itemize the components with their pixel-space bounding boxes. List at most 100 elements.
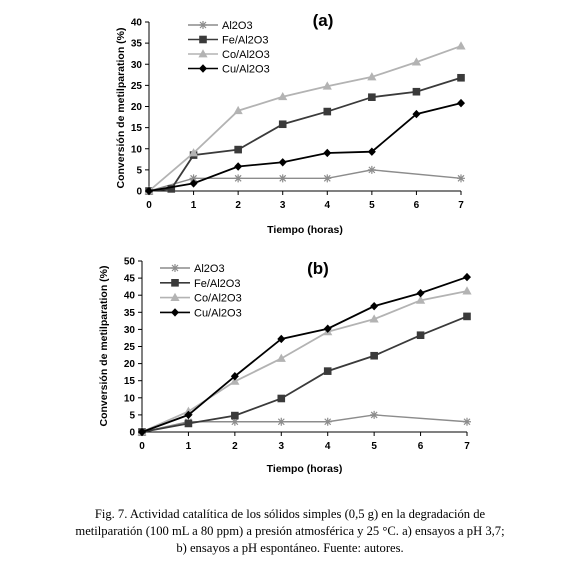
legend: Al2O3 Fe/Al2O3 Co/Al2O3 Cu/Al2O3 xyxy=(160,263,242,319)
series-line xyxy=(141,276,468,433)
figure-caption: Fig. 7. Actividad catalítica de los sóli… xyxy=(0,506,580,557)
series-fe-al2o3 xyxy=(138,312,471,436)
data-point xyxy=(412,87,421,96)
data-point xyxy=(457,73,465,82)
series-cu-al2o3 xyxy=(145,98,465,196)
x-tick-label: 2 xyxy=(235,200,241,211)
y-tick-label: 10 xyxy=(124,393,136,404)
data-point xyxy=(416,288,425,298)
x-tick-label: 1 xyxy=(186,441,192,452)
data-point xyxy=(370,410,379,419)
x-tick-label: 7 xyxy=(464,441,470,452)
y-tick-label: 45 xyxy=(124,274,136,285)
series-line xyxy=(141,290,468,433)
data-point xyxy=(189,179,198,188)
x-axis-label: Tiempo (horas) xyxy=(267,224,343,236)
legend-entry: Fe/Al2O3 xyxy=(222,35,268,47)
data-point xyxy=(189,174,198,183)
data-point xyxy=(233,105,243,115)
x-tick-label: 3 xyxy=(280,200,286,211)
series-co-al2o3 xyxy=(137,286,472,436)
x-tick-label: 3 xyxy=(279,441,285,452)
x-tick-label: 4 xyxy=(325,200,331,211)
data-point xyxy=(188,148,199,157)
data-point xyxy=(277,417,286,426)
y-tick-label: 5 xyxy=(129,410,135,421)
data-point xyxy=(322,81,332,90)
data-point xyxy=(370,301,379,311)
data-point xyxy=(231,411,239,420)
x-tick-label: 6 xyxy=(418,441,424,452)
series-line xyxy=(141,315,468,433)
legend-marker xyxy=(199,64,207,73)
x-tick-label: 6 xyxy=(414,200,420,211)
legend-entry: Al2O3 xyxy=(194,263,225,275)
data-point xyxy=(369,314,379,323)
x-tick-label: 7 xyxy=(458,200,464,211)
data-point xyxy=(277,334,286,344)
data-point xyxy=(167,185,176,193)
x-tick-label: 1 xyxy=(191,200,197,211)
chart-a: 0 5 10 15 20 25 30 35 40 0 1 2 3 4 5 6 7 Tiempo (horas) Co… xyxy=(115,11,466,236)
data-point xyxy=(457,174,465,183)
y-tick-label: 30 xyxy=(124,325,136,336)
data-point xyxy=(277,394,286,403)
data-point xyxy=(278,120,287,129)
legend-entry: Co/Al2O3 xyxy=(194,293,242,305)
data-point xyxy=(367,165,376,174)
x-axis-label: Tiempo (horas) xyxy=(267,463,343,475)
legend-entry: Co/Al2O3 xyxy=(222,49,270,61)
y-tick-label: 15 xyxy=(131,123,143,134)
y-tick-label: 40 xyxy=(131,18,143,29)
data-point xyxy=(370,351,378,360)
legend-entry: Cu/Al2O3 xyxy=(194,307,242,319)
y-axis-label: Conversión de metilparation (%) xyxy=(115,27,127,188)
x-tick-label: 5 xyxy=(369,200,375,211)
y-tick-label: 40 xyxy=(124,291,136,302)
y-tick-label: 15 xyxy=(124,376,136,387)
data-point xyxy=(462,286,472,295)
y-tick-label: 25 xyxy=(131,81,143,92)
data-point xyxy=(234,145,242,154)
data-point xyxy=(230,376,240,385)
data-point xyxy=(415,295,426,304)
data-point xyxy=(367,147,376,156)
data-point xyxy=(456,41,466,50)
data-point xyxy=(463,312,471,321)
legend-entry: Al2O3 xyxy=(222,20,253,32)
data-point xyxy=(457,98,465,108)
y-tick-label: 30 xyxy=(131,60,143,71)
panel-label: (a) xyxy=(313,11,334,30)
y-tick-label: 0 xyxy=(129,428,135,439)
data-point xyxy=(234,162,243,171)
legend-marker xyxy=(171,264,179,272)
x-tick-label: 4 xyxy=(325,441,331,452)
y-tick-label: 35 xyxy=(131,39,143,50)
data-point xyxy=(323,367,332,375)
data-point xyxy=(278,91,288,101)
data-point xyxy=(323,174,332,183)
legend-marker xyxy=(199,21,207,29)
data-point xyxy=(323,107,332,116)
legend-marker xyxy=(170,292,180,301)
caption-line-3: b) ensayos a pH espontáneo. Fuente: auto… xyxy=(176,541,404,555)
y-tick-label: 20 xyxy=(131,102,143,113)
y-tick-label: 25 xyxy=(124,342,136,353)
y-tick-label: 10 xyxy=(131,144,143,155)
caption-line-2: metilparatión (100 mL a 80 ppm) a presió… xyxy=(75,524,505,538)
data-point xyxy=(278,174,287,183)
x-tick-label: 2 xyxy=(232,441,238,452)
data-point xyxy=(230,417,239,426)
data-point xyxy=(323,148,332,158)
legend-marker xyxy=(199,35,207,44)
data-point xyxy=(411,57,422,66)
data-point xyxy=(278,158,287,167)
data-point xyxy=(412,109,421,119)
data-point xyxy=(323,417,332,426)
series-line xyxy=(148,102,462,192)
x-tick-label: 0 xyxy=(139,441,145,452)
data-point xyxy=(323,324,332,333)
data-point xyxy=(367,72,377,81)
series-line xyxy=(148,45,462,192)
